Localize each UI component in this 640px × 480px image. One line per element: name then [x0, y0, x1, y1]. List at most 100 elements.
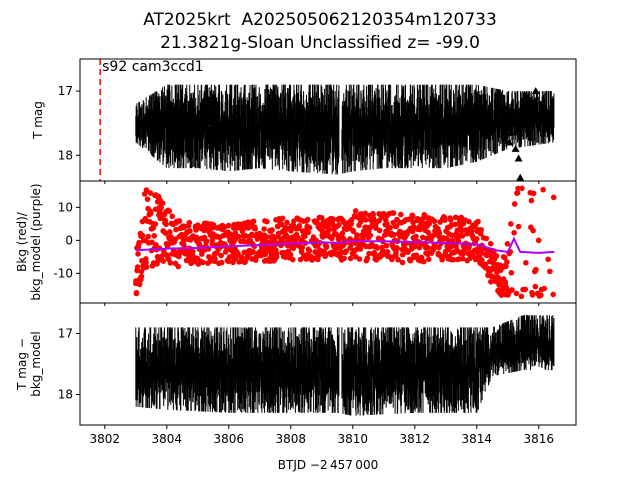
bkg-point	[507, 221, 514, 227]
bkg-point	[169, 213, 176, 220]
title-line-2: 21.3821g-Sloan Unclassified z= -99.0	[160, 33, 480, 53]
upper-limit-marker	[511, 144, 520, 152]
bkg-point	[235, 250, 241, 257]
bkg-point	[448, 232, 455, 239]
bkg-point	[306, 224, 313, 231]
bkg-point	[362, 210, 369, 217]
bkg-point	[210, 221, 217, 228]
bkg-point	[511, 229, 517, 236]
bkg-point	[167, 260, 174, 266]
bkg-point	[356, 256, 363, 262]
bkg-point	[134, 264, 141, 270]
bkg-point	[239, 254, 245, 261]
bkg-point	[371, 249, 378, 256]
bkg-point	[225, 222, 232, 229]
bkg-point	[163, 221, 169, 228]
bkg-point	[329, 235, 335, 242]
bkg-point	[529, 292, 536, 298]
bkg-point	[138, 273, 145, 280]
bkg-point	[147, 190, 154, 196]
bkg-point	[148, 210, 154, 217]
bkg-point	[187, 228, 193, 234]
bkg-point	[533, 266, 539, 273]
bkg-point	[442, 217, 448, 223]
bkg-point	[424, 244, 431, 251]
bkg-point	[535, 237, 542, 244]
bkg-point	[545, 256, 551, 263]
bkg-point	[289, 256, 296, 263]
bkg-point	[354, 232, 360, 238]
bkg-point	[296, 223, 303, 229]
y-axis-label: bkg_model	[29, 331, 43, 397]
bkg-point	[162, 230, 169, 236]
bkg-point	[384, 249, 391, 255]
bkg-point	[493, 253, 500, 259]
bkg-point	[269, 227, 275, 233]
bkg-point	[407, 257, 414, 264]
bkg-point	[166, 208, 173, 214]
bkg-point	[167, 229, 173, 235]
bkg-point	[304, 216, 311, 223]
bkg-point	[284, 219, 290, 226]
bkg-point	[482, 261, 489, 267]
bkg-point	[336, 222, 342, 228]
bkg-point	[250, 218, 257, 225]
x-tick-label: 3814	[462, 432, 493, 446]
upper-limit-marker	[506, 128, 515, 136]
bkg-point	[410, 224, 417, 230]
panel-frame	[79, 302, 577, 426]
bkg-point	[143, 259, 149, 266]
bkg-point	[487, 240, 494, 247]
bkg-model-line	[135, 236, 555, 254]
bkg-point	[475, 218, 481, 225]
bkg-point	[367, 232, 374, 239]
bkg-point	[133, 289, 140, 296]
bkg-point	[419, 216, 426, 223]
bkg-point	[425, 256, 432, 263]
bkg-point	[450, 256, 457, 263]
bkg-point	[175, 263, 182, 270]
bkg-point	[478, 227, 485, 233]
bkg-point	[209, 237, 216, 243]
bkg-point	[416, 244, 423, 251]
bkg-point	[478, 250, 485, 256]
bkg-point	[149, 239, 155, 246]
bkg-point	[387, 224, 394, 231]
bkg-point	[133, 278, 139, 284]
bkg-point	[218, 259, 225, 266]
bkg-point	[250, 249, 256, 255]
y-axis-label: Bkg (red)/	[15, 211, 29, 272]
y-tick-label: 17	[58, 327, 73, 341]
bkg-point	[245, 225, 252, 231]
bkg-point	[341, 255, 347, 262]
bkg-point	[550, 291, 556, 298]
y-tick-label: 18	[58, 388, 73, 402]
bkg-point	[515, 223, 522, 230]
bkg-point	[362, 217, 369, 223]
bkg-point	[366, 250, 372, 257]
bkg-point	[339, 230, 346, 237]
bkg-point	[159, 253, 165, 259]
bkg-point	[390, 231, 397, 238]
bkg-point	[399, 259, 406, 266]
bkg-point	[305, 229, 312, 236]
bkg-point	[376, 227, 383, 234]
bkg-point	[420, 258, 427, 265]
bkg-point	[459, 233, 466, 239]
bkg-point	[439, 256, 445, 263]
x-tick-label: 3810	[338, 432, 369, 446]
bkg-point	[364, 255, 371, 262]
bkg-point	[186, 219, 193, 226]
bkg-point	[431, 218, 438, 225]
bkg-point	[519, 185, 525, 192]
bkg-point	[218, 252, 224, 259]
bkg-point	[430, 246, 437, 252]
bkg-point	[504, 259, 510, 265]
bkg-point	[264, 218, 270, 225]
bkg-point	[511, 201, 518, 207]
bkg-point	[399, 251, 406, 258]
bkg-point	[453, 243, 459, 250]
bkg-point	[151, 233, 158, 239]
bkg-point	[513, 290, 520, 297]
